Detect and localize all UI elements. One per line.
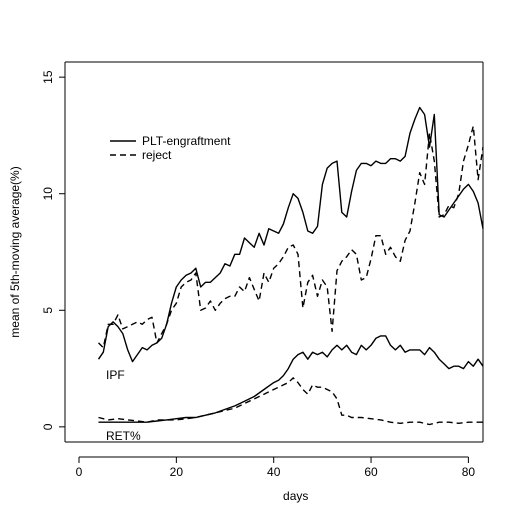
y-tick-label-5: 5 bbox=[41, 307, 55, 314]
y-axis-title: mean of 5th-moving average(%) bbox=[8, 166, 22, 337]
annotation-ipf: IPF bbox=[106, 368, 125, 382]
x-tick-label-60: 60 bbox=[364, 465, 378, 479]
x-tick-label-80: 80 bbox=[462, 465, 476, 479]
y-tick-label-0: 0 bbox=[41, 423, 55, 430]
series-line-ret-reject bbox=[98, 377, 483, 426]
legend-label-plt-engraftment: PLT-engraftment bbox=[142, 134, 231, 148]
annotation-ret: RET% bbox=[106, 429, 141, 443]
y-tick-label-10: 10 bbox=[41, 187, 55, 201]
series-group bbox=[97, 106, 484, 426]
x-axis-title: days bbox=[283, 489, 308, 503]
x-tick-label-0: 0 bbox=[76, 465, 83, 479]
legend-label-reject: reject bbox=[142, 148, 172, 162]
series-line-ipf-reject bbox=[98, 125, 484, 349]
annotations: IPF RET% bbox=[106, 368, 141, 443]
y-tick-label-15: 15 bbox=[41, 70, 55, 84]
series-line-ret-plt-engraftment bbox=[98, 335, 484, 423]
axes: 0 20 40 60 80 days 0 5 10 15 mean of 5th-moving av… bbox=[8, 61, 484, 503]
x-tick-label-40: 40 bbox=[267, 465, 281, 479]
x-tick-label-20: 20 bbox=[170, 465, 184, 479]
series-line-ipf-plt-engraftment bbox=[97, 106, 484, 363]
